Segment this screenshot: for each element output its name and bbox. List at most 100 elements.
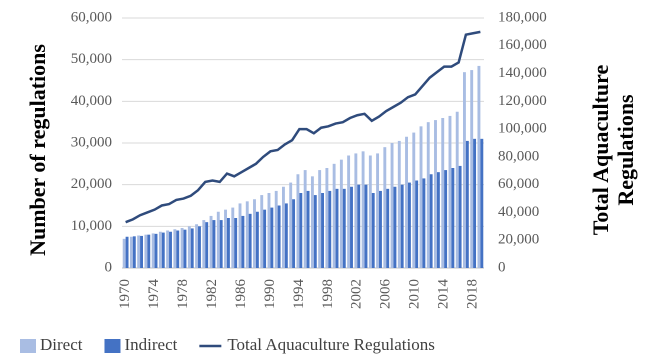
y-tick-label: 50,000 bbox=[71, 51, 112, 67]
bar bbox=[357, 184, 361, 268]
bar bbox=[477, 65, 481, 269]
bar bbox=[187, 226, 191, 268]
bar bbox=[173, 229, 177, 268]
bar bbox=[364, 184, 368, 268]
y2-tick-label: 140,000 bbox=[498, 65, 547, 81]
y2-axis-title: Total Aquaculture bbox=[588, 64, 613, 235]
bar bbox=[318, 170, 322, 268]
bar bbox=[260, 195, 264, 268]
bar bbox=[347, 155, 351, 268]
bar bbox=[248, 213, 252, 268]
bar bbox=[405, 136, 408, 268]
bar bbox=[419, 126, 423, 268]
bar bbox=[129, 236, 133, 268]
bar bbox=[444, 170, 448, 268]
bar bbox=[151, 233, 155, 268]
bar bbox=[226, 218, 230, 268]
bar bbox=[325, 168, 329, 268]
bar bbox=[292, 199, 296, 268]
bar bbox=[310, 176, 314, 268]
bar bbox=[422, 178, 426, 268]
bar bbox=[234, 218, 238, 268]
x-tick-label: 2006 bbox=[378, 279, 394, 310]
bar bbox=[376, 153, 380, 268]
bar bbox=[274, 190, 278, 268]
bar bbox=[219, 220, 223, 268]
y2-tick-label: 120,000 bbox=[498, 93, 547, 109]
legend-swatch bbox=[104, 339, 121, 353]
y2-tick-label: 180,000 bbox=[498, 9, 547, 25]
bar bbox=[400, 184, 404, 268]
x-tick-label: 1994 bbox=[291, 279, 307, 310]
bar bbox=[429, 174, 433, 268]
bar bbox=[158, 231, 162, 268]
y-tick-label: 10,000 bbox=[71, 218, 112, 234]
bar bbox=[245, 201, 249, 268]
x-tick-label: 2014 bbox=[436, 279, 452, 310]
bar bbox=[390, 143, 394, 268]
bar bbox=[183, 229, 187, 268]
legend-label: Indirect bbox=[124, 335, 177, 354]
bar bbox=[407, 182, 411, 268]
bar bbox=[238, 203, 242, 268]
x-tick-label: 2002 bbox=[349, 279, 365, 309]
bar bbox=[335, 188, 339, 268]
bar bbox=[451, 168, 455, 268]
bar bbox=[190, 228, 194, 268]
y2-axis-title: Regulations bbox=[613, 94, 638, 206]
bar bbox=[140, 235, 143, 268]
bar bbox=[241, 215, 245, 268]
bar bbox=[371, 193, 375, 268]
bar bbox=[212, 220, 216, 268]
bar bbox=[270, 207, 274, 268]
bar bbox=[426, 122, 430, 269]
bar bbox=[224, 209, 227, 268]
legend-swatch bbox=[20, 339, 36, 353]
x-tick-label: 2018 bbox=[465, 279, 481, 309]
bar bbox=[441, 118, 445, 268]
bar bbox=[202, 220, 206, 268]
bar bbox=[161, 232, 165, 268]
y2-tick-label: 20,000 bbox=[498, 232, 539, 248]
bar bbox=[169, 231, 172, 268]
bar bbox=[415, 180, 419, 268]
bar bbox=[255, 211, 259, 268]
bar bbox=[132, 236, 136, 268]
bar bbox=[267, 193, 271, 268]
y-tick-label: 0 bbox=[105, 259, 113, 275]
bar bbox=[263, 209, 267, 268]
y2-tick-label: 80,000 bbox=[498, 148, 539, 164]
legend-label: Total Aquaculture Regulations bbox=[227, 335, 435, 354]
line bbox=[125, 30, 481, 224]
bar bbox=[361, 151, 365, 268]
x-tick-label: 1982 bbox=[204, 279, 220, 309]
bar bbox=[154, 233, 158, 268]
y-tick-label: 20,000 bbox=[71, 176, 112, 192]
bar bbox=[205, 222, 209, 268]
bar bbox=[465, 140, 469, 268]
bar bbox=[328, 190, 332, 268]
y2-tick-label: 100,000 bbox=[498, 121, 547, 137]
bar bbox=[379, 190, 382, 268]
bar bbox=[386, 188, 390, 268]
x-tick-label: 1998 bbox=[320, 279, 336, 309]
bar bbox=[463, 72, 466, 269]
bar bbox=[339, 159, 343, 268]
bar bbox=[458, 165, 462, 268]
bar bbox=[125, 236, 129, 268]
x-tick-label: 1986 bbox=[233, 279, 249, 310]
x-tick-label: 1990 bbox=[262, 279, 278, 309]
y-tick-label: 60,000 bbox=[71, 9, 112, 25]
bar bbox=[473, 138, 477, 268]
bar bbox=[306, 190, 310, 268]
bar bbox=[383, 147, 387, 268]
bar bbox=[448, 115, 452, 269]
bar bbox=[144, 234, 148, 268]
x-tick-label: 2010 bbox=[407, 279, 423, 309]
bar bbox=[122, 238, 126, 268]
bar bbox=[350, 186, 353, 268]
bar bbox=[342, 188, 346, 268]
bar bbox=[455, 111, 459, 268]
y-tick-label: 30,000 bbox=[71, 134, 112, 150]
